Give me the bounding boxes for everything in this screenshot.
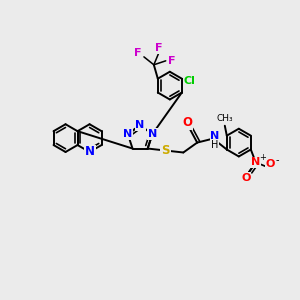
Text: CH₃: CH₃ — [217, 114, 233, 123]
Text: H: H — [211, 140, 219, 150]
Text: F: F — [134, 48, 142, 58]
Text: N: N — [85, 146, 94, 158]
Text: N: N — [210, 131, 220, 141]
Text: S: S — [161, 144, 170, 157]
Text: N: N — [136, 120, 145, 130]
Text: -: - — [276, 155, 279, 165]
Text: O: O — [182, 116, 192, 129]
Text: +: + — [259, 153, 266, 162]
Text: N: N — [148, 129, 157, 139]
Text: F: F — [155, 43, 163, 53]
Text: F: F — [168, 56, 176, 66]
Text: N: N — [123, 129, 133, 139]
Text: O: O — [266, 159, 275, 170]
Text: O: O — [241, 173, 250, 183]
Text: Cl: Cl — [184, 76, 196, 85]
Text: N: N — [251, 158, 260, 167]
